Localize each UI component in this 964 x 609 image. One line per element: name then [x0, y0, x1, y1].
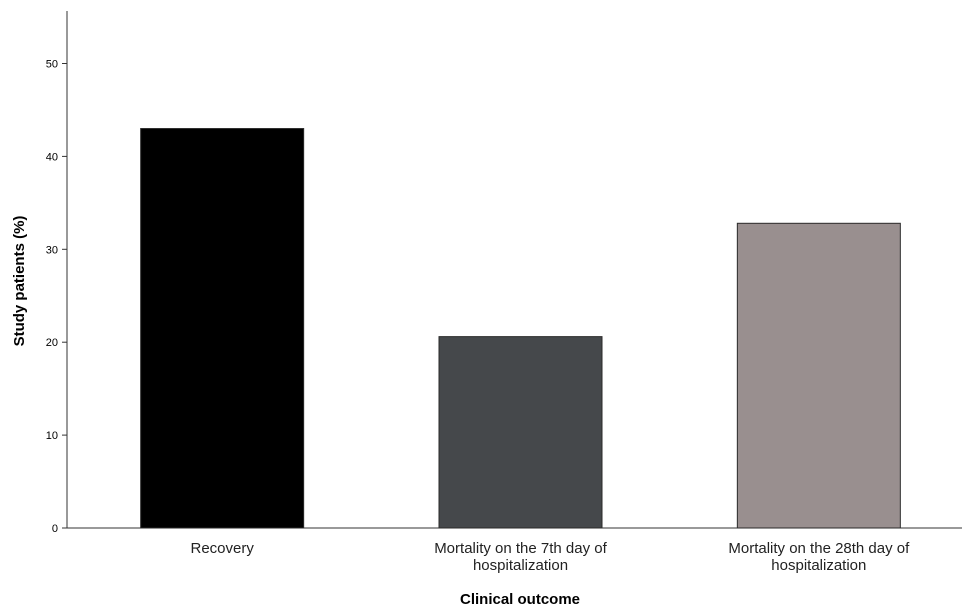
x-tick-label: hospitalization	[771, 557, 866, 574]
y-axis: 0 10 20 30 40 50	[46, 11, 68, 535]
bar	[140, 128, 305, 529]
bars	[140, 128, 901, 529]
x-axis-title: Clinical outcome	[460, 591, 580, 608]
bar	[438, 336, 603, 529]
x-category-labels: Recovery Mortality on the 7th day ofhospi…	[190, 540, 910, 574]
y-tick-label: 30	[46, 244, 58, 256]
y-tick-label: 20	[46, 337, 58, 349]
y-tick-label: 40	[46, 151, 58, 163]
x-tick-label: Mortality on the 28th day of	[728, 540, 910, 557]
y-tick-label: 10	[46, 430, 58, 442]
x-tick-label: Mortality on the 7th day of	[434, 540, 607, 557]
y-axis-title: Study patients (%)	[11, 216, 28, 347]
y-tick-label: 50	[46, 59, 58, 71]
x-tick-label: hospitalization	[473, 557, 568, 574]
bar	[736, 222, 901, 529]
y-tick-label: 0	[52, 523, 58, 535]
x-tick-label: Recovery	[190, 540, 254, 557]
